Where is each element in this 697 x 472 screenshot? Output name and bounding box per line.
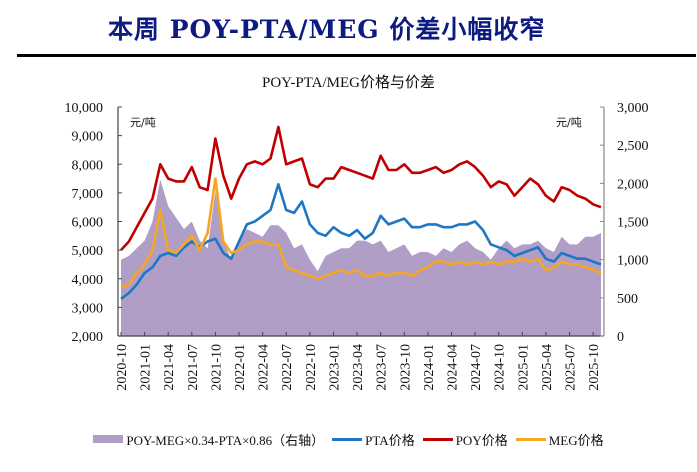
right-tick-label: 2,000 xyxy=(617,177,649,192)
series-line-meg xyxy=(120,177,602,289)
legend-item-pta: PTA价格 xyxy=(332,430,415,449)
right-tick-label: 1,000 xyxy=(617,254,649,269)
legend-label-spread: POY-MEG×0.34-PTA×0.86（右轴） xyxy=(126,432,325,448)
legend-swatch-spread xyxy=(93,435,124,443)
axes-layer: 2,000 3,000 4,000 5,000 6,000 7,000 8,000 9,000… xyxy=(65,101,649,391)
x-tick-label: 2022-07 xyxy=(280,344,295,391)
left-tick-label: 9,000 xyxy=(72,130,104,145)
x-tick-label: 2021-07 xyxy=(186,344,201,391)
legend-swatch-pta xyxy=(332,437,363,441)
left-tick-label: 6,000 xyxy=(72,216,104,231)
right-tick-label: 0 xyxy=(617,330,624,345)
left-tick-label: 5,000 xyxy=(72,244,104,259)
x-tick-label: 2024-01 xyxy=(422,344,437,391)
x-tick-label: 2021-10 xyxy=(209,344,224,391)
x-tick-label: 2022-10 xyxy=(304,344,319,391)
x-tick-label: 2024-10 xyxy=(493,344,508,391)
legend-label-pta: PTA价格 xyxy=(365,432,415,448)
legend-item-meg: MEG价格 xyxy=(515,430,604,449)
x-tick-label: 2023-01 xyxy=(328,344,343,391)
x-tick-label: 2023-10 xyxy=(398,344,413,391)
x-tick-label: 2021-04 xyxy=(162,344,177,391)
left-tick-label: 7,000 xyxy=(72,187,104,202)
x-tick-label: 2022-04 xyxy=(257,344,272,391)
x-tick-label: 2023-07 xyxy=(375,344,390,391)
x-tick-label: 2025-07 xyxy=(564,344,579,391)
right-tick-label: 500 xyxy=(617,292,638,307)
legend-item-spread: POY-MEG×0.34-PTA×0.86（右轴） xyxy=(93,430,324,449)
legend-item-poy: POY价格 xyxy=(422,430,508,449)
price-lines-layer xyxy=(120,125,602,300)
x-tick-label: 2025-01 xyxy=(516,344,531,391)
left-tick-label: 4,000 xyxy=(72,273,104,288)
headline-divider xyxy=(17,54,696,57)
x-tick-label: 2025-10 xyxy=(587,344,602,391)
x-tick-label: 2025-04 xyxy=(540,344,555,391)
right-tick-label: 2,500 xyxy=(617,139,649,154)
spread-area xyxy=(121,179,601,336)
chart-title: POY-PTA/MEG价格与价差 xyxy=(262,75,435,91)
spread-area-layer xyxy=(120,179,602,336)
legend-label-meg: MEG价格 xyxy=(548,432,604,448)
x-tick-label: 2024-04 xyxy=(446,344,461,391)
right-unit-label: 元/吨 xyxy=(556,116,582,129)
x-tick-label: 2020-10 xyxy=(115,344,130,391)
legend-swatch-poy xyxy=(422,437,453,441)
left-tick-label: 8,000 xyxy=(72,158,104,173)
left-tick-label: 3,000 xyxy=(72,301,104,316)
legend-label-poy: POY价格 xyxy=(455,432,508,448)
legend-swatch-meg xyxy=(515,437,546,441)
x-tick-label: 2023-04 xyxy=(351,344,366,391)
page-headline: 本周 POY-PTA/MEG 价差小幅收窄 xyxy=(108,15,546,44)
left-tick-label: 10,000 xyxy=(65,101,104,116)
left-unit-label: 元/吨 xyxy=(130,116,156,129)
right-tick-label: 3,000 xyxy=(617,101,649,116)
x-tick-label: 2024-07 xyxy=(469,344,484,391)
series-line-poy xyxy=(120,125,602,251)
x-tick-label: 2022-01 xyxy=(233,344,248,391)
right-tick-label: 1,500 xyxy=(617,216,649,231)
left-tick-label: 2,000 xyxy=(72,330,104,345)
chart-legend: POY-MEG×0.34-PTA×0.86（右轴） PTA价格 POY价格 ME… xyxy=(0,428,697,450)
x-tick-label: 2021-01 xyxy=(139,344,154,391)
